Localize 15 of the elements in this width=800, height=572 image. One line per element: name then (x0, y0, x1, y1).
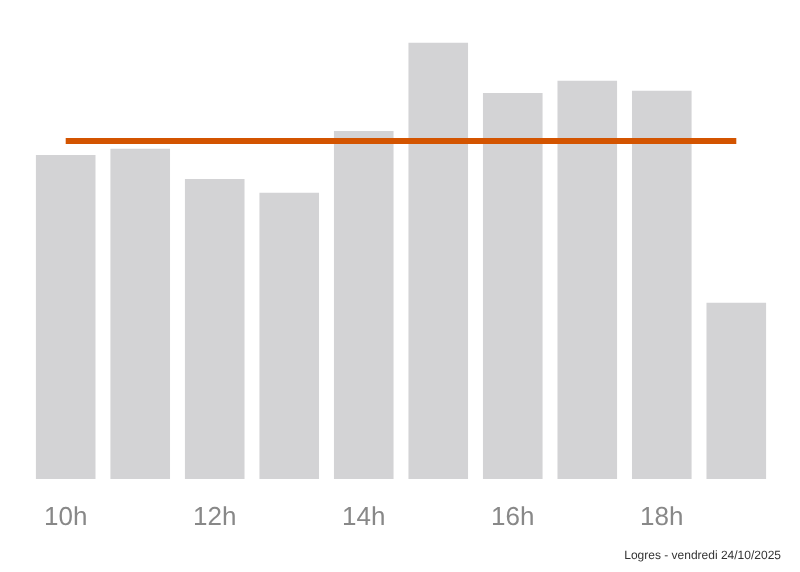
bar (35, 154, 96, 479)
x-tick-label: 18h (640, 501, 684, 531)
bar (110, 148, 171, 479)
bar (259, 192, 320, 479)
bar (557, 80, 618, 479)
x-tick-label: 14h (342, 501, 386, 531)
bar (408, 42, 469, 479)
bar (706, 302, 767, 479)
x-tick-label: 12h (193, 501, 237, 531)
bar (631, 90, 692, 479)
bar (184, 178, 245, 479)
x-tick-label: 16h (491, 501, 535, 531)
bar (482, 92, 543, 479)
bar (333, 130, 394, 479)
x-tick-label: 10h (44, 501, 88, 531)
